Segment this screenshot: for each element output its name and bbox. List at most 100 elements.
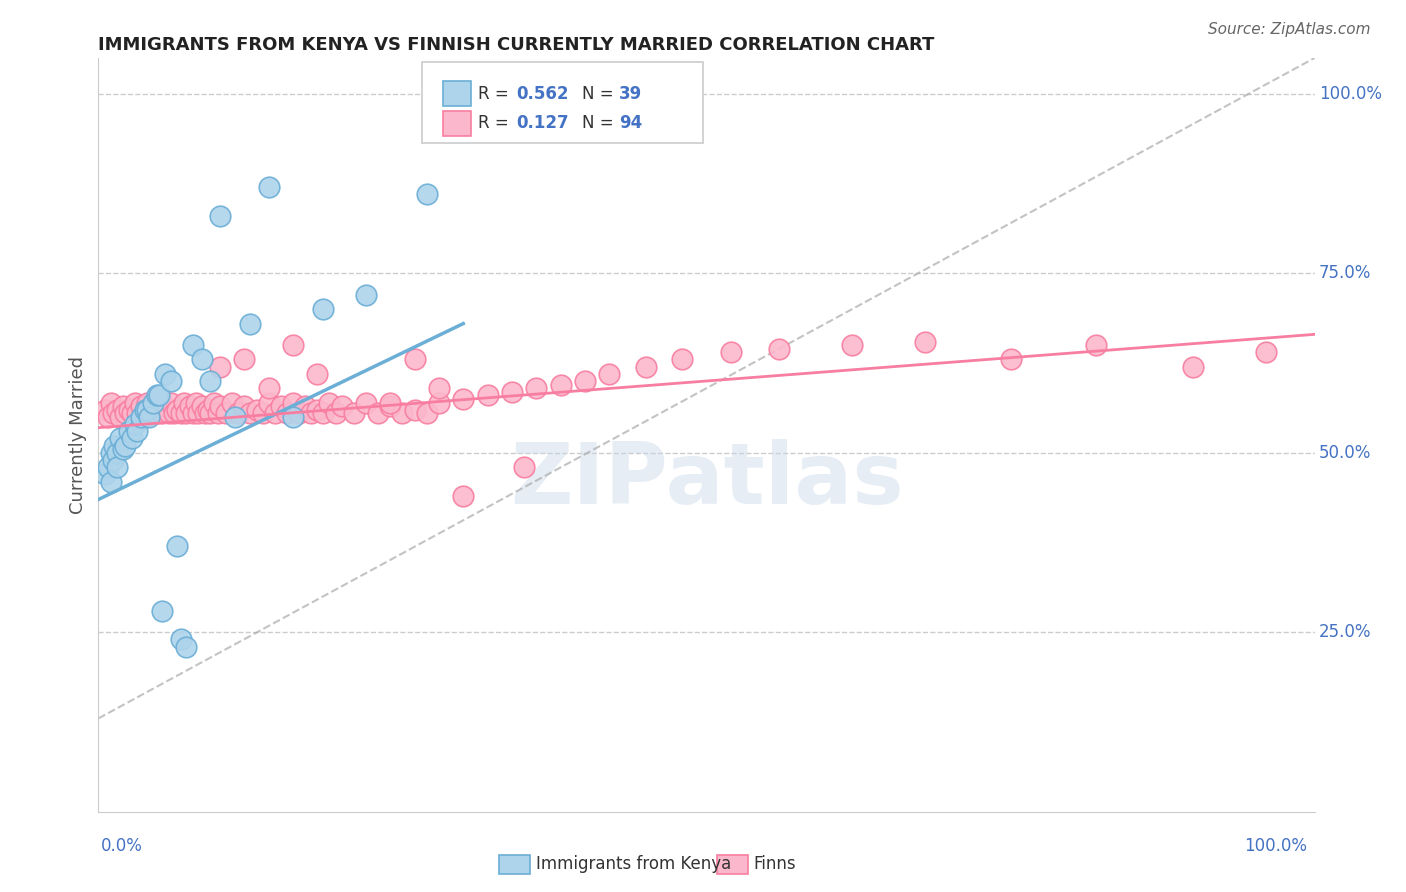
Point — [124, 395, 146, 409]
Text: IMMIGRANTS FROM KENYA VS FINNISH CURRENTLY MARRIED CORRELATION CHART: IMMIGRANTS FROM KENYA VS FINNISH CURRENT… — [98, 36, 935, 54]
Point — [513, 460, 536, 475]
Point — [93, 467, 115, 482]
Point — [427, 395, 450, 409]
Point — [209, 399, 232, 413]
Point — [114, 406, 136, 420]
Point — [354, 288, 377, 302]
Point — [524, 381, 547, 395]
Point — [100, 446, 122, 460]
Point — [105, 460, 128, 475]
Point — [136, 402, 159, 417]
Point — [380, 395, 402, 409]
Point — [598, 367, 620, 381]
Text: R =: R = — [478, 114, 515, 132]
Text: 0.0%: 0.0% — [101, 837, 143, 855]
Point — [318, 395, 340, 409]
Text: 39: 39 — [619, 85, 643, 103]
Point — [252, 406, 274, 420]
Point — [101, 453, 124, 467]
Point — [453, 489, 475, 503]
Point — [1182, 359, 1205, 374]
Point — [270, 399, 292, 413]
Point — [671, 352, 693, 367]
Point — [391, 406, 413, 420]
Point — [281, 395, 304, 409]
Point — [200, 374, 222, 388]
Point — [97, 460, 120, 475]
Point — [276, 406, 298, 420]
Point — [224, 409, 246, 424]
Text: Finns: Finns — [754, 855, 796, 873]
Point — [136, 395, 159, 409]
Point — [453, 392, 475, 406]
Point — [477, 388, 499, 402]
Point — [114, 439, 136, 453]
Point — [138, 409, 160, 424]
Point — [191, 352, 214, 367]
Point — [127, 406, 149, 420]
Point — [105, 446, 128, 460]
Point — [202, 395, 225, 409]
Point — [155, 399, 177, 413]
Point — [354, 395, 377, 409]
Point — [380, 399, 402, 413]
Point — [187, 406, 209, 420]
Y-axis label: Currently Married: Currently Married — [69, 356, 87, 514]
Point — [174, 640, 197, 654]
Point — [215, 406, 238, 420]
Point — [299, 406, 322, 420]
Point — [148, 388, 170, 402]
Point — [127, 424, 149, 438]
Point — [207, 406, 229, 420]
Point — [166, 402, 188, 417]
Point — [110, 409, 132, 424]
Point — [150, 406, 173, 420]
Point — [312, 302, 335, 317]
Point — [179, 399, 201, 413]
Point — [1000, 352, 1022, 367]
Point — [146, 406, 169, 420]
Point — [173, 395, 195, 409]
Point — [170, 632, 193, 647]
Point — [257, 395, 280, 409]
Point — [1254, 345, 1277, 359]
Text: Source: ZipAtlas.com: Source: ZipAtlas.com — [1208, 22, 1371, 37]
Point — [720, 345, 742, 359]
Point — [157, 406, 180, 420]
Text: N =: N = — [582, 114, 619, 132]
Text: R =: R = — [478, 85, 515, 103]
Point — [281, 409, 304, 424]
Point — [103, 439, 125, 453]
Point — [194, 406, 217, 420]
Point — [191, 399, 214, 413]
Point — [233, 399, 256, 413]
Point — [427, 381, 450, 395]
Point — [404, 352, 426, 367]
Point — [174, 406, 197, 420]
Point — [134, 402, 156, 417]
Point — [330, 399, 353, 413]
Point — [501, 384, 523, 399]
Point — [307, 402, 329, 417]
Point — [93, 402, 115, 417]
Point — [105, 402, 128, 417]
Point — [233, 352, 256, 367]
Text: 50.0%: 50.0% — [1319, 444, 1371, 462]
Point — [768, 342, 790, 356]
Point — [209, 209, 232, 223]
Point — [841, 338, 863, 352]
Point — [550, 377, 572, 392]
Point — [239, 317, 262, 331]
Point — [288, 406, 311, 420]
Point — [226, 406, 249, 420]
Point — [118, 424, 141, 438]
Point — [245, 402, 267, 417]
Point — [1084, 338, 1107, 352]
Point — [121, 406, 143, 420]
Point — [166, 539, 188, 553]
Point — [416, 187, 439, 202]
Point — [239, 406, 262, 420]
Point — [263, 406, 285, 420]
Point — [343, 406, 366, 420]
Point — [221, 395, 243, 409]
